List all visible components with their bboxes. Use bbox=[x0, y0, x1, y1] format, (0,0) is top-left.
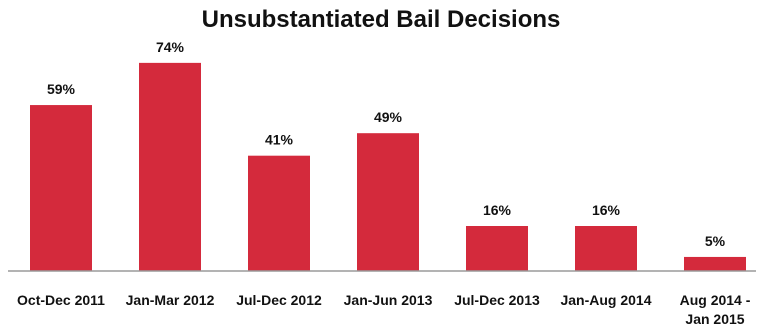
bar-1 bbox=[30, 105, 92, 271]
bar-value-label-4: 49% bbox=[374, 109, 403, 125]
category-labels-group: Oct-Dec 2011 Jan-Mar 2012 Jul-Dec 2012 Jan-… bbox=[17, 292, 751, 327]
bar-3 bbox=[248, 155, 310, 271]
category-label-line: Jan-Aug 2014 bbox=[560, 292, 651, 308]
category-label-1: Oct-Dec 2011 bbox=[17, 292, 105, 308]
category-label-6: Jan-Aug 2014 bbox=[560, 292, 651, 308]
bars-group bbox=[30, 62, 746, 271]
category-label-line: Jul-Dec 2013 bbox=[454, 292, 540, 308]
category-label-line: Jan-Jun 2013 bbox=[344, 292, 433, 308]
bar-value-label-2: 74% bbox=[156, 39, 185, 55]
bar-7 bbox=[684, 256, 746, 271]
value-labels-group: 59% 74% 41% 49% 16% 16% 5% bbox=[47, 39, 726, 249]
category-label-line: Oct-Dec 2011 bbox=[17, 292, 105, 308]
category-label-line: Jan 2015 bbox=[685, 311, 744, 327]
category-label-5: Jul-Dec 2013 bbox=[454, 292, 540, 308]
chart-title: Unsubstantiated Bail Decisions bbox=[202, 6, 561, 33]
bar-value-label-6: 16% bbox=[592, 202, 621, 218]
bar-5 bbox=[466, 226, 528, 271]
category-label-4: Jan-Jun 2013 bbox=[344, 292, 433, 308]
category-label-3: Jul-Dec 2012 bbox=[236, 292, 322, 308]
category-label-line: Aug 2014 - bbox=[680, 292, 751, 308]
bar-6 bbox=[575, 226, 637, 271]
category-label-line: Jul-Dec 2012 bbox=[236, 292, 322, 308]
category-label-2: Jan-Mar 2012 bbox=[126, 292, 215, 308]
bar-2 bbox=[139, 62, 201, 271]
category-label-line: Jan-Mar 2012 bbox=[126, 292, 215, 308]
category-label-7: Aug 2014 - Jan 2015 bbox=[680, 292, 751, 327]
bar-value-label-1: 59% bbox=[47, 81, 76, 97]
bar-value-label-7: 5% bbox=[705, 233, 726, 249]
bar-value-label-3: 41% bbox=[265, 132, 294, 148]
bar-value-label-5: 16% bbox=[483, 202, 512, 218]
bar-4 bbox=[357, 133, 419, 271]
